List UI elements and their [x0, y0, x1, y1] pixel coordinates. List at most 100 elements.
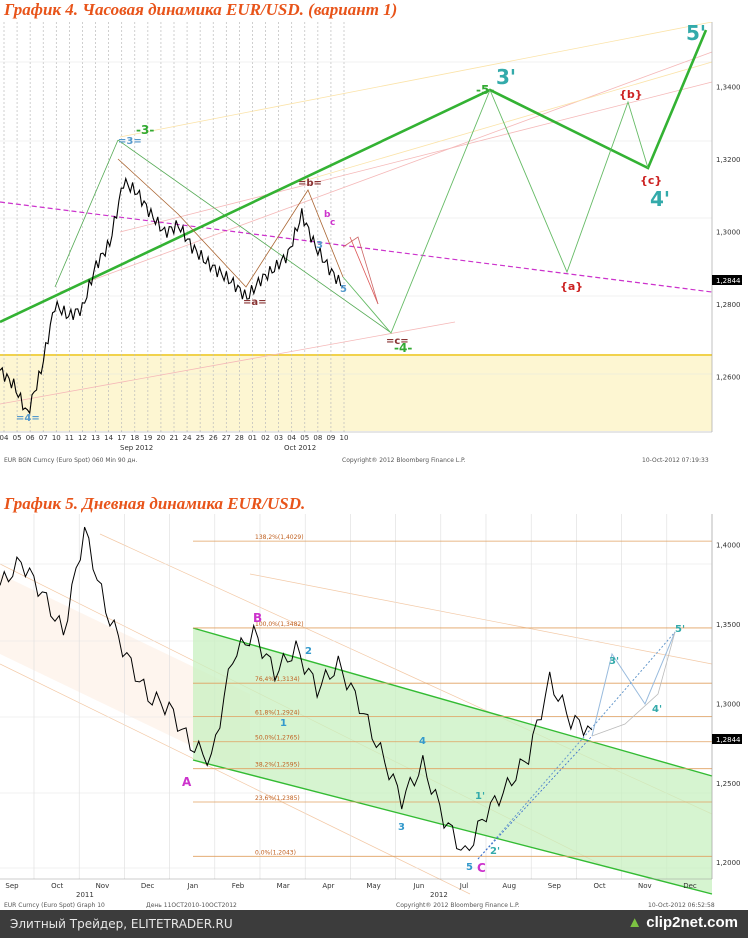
- x-tick-label: 05: [300, 434, 309, 442]
- clip2net-logo[interactable]: ▲ clip2net.com: [627, 914, 738, 931]
- y-tick-label: 1,3400: [716, 83, 741, 91]
- wave-label-small-c: c: [330, 218, 335, 228]
- y-tick-label: 1,2000: [716, 859, 741, 867]
- fib-label: 100,0%(1,3482): [255, 621, 304, 628]
- x-tick-label: 27: [222, 434, 231, 442]
- chart5-title: График 5. Дневная динамика EUR/USD.: [4, 494, 306, 513]
- wave-label-small-5: 5: [340, 284, 347, 295]
- x-tick-label: May: [366, 882, 380, 890]
- footer-right: 10-Oct-2012 07:19:33: [642, 457, 709, 464]
- footer-text: Элитный Трейдер, ELITETRADER.RU: [10, 917, 233, 931]
- x-tick-label: 08: [313, 434, 322, 442]
- price-series: [0, 526, 593, 852]
- wave-1prime: 1': [475, 791, 485, 802]
- label-A: A: [182, 775, 192, 789]
- wave-4prime: 4': [652, 704, 662, 715]
- x-tick-label: 13: [91, 434, 100, 442]
- wave-label-c: =c=: [386, 336, 409, 347]
- wave-label-b: =b=: [298, 178, 322, 189]
- footer-left: EUR BGN Curncy (Euro Spot) 060 Min 90 дн…: [4, 457, 137, 464]
- x-tick-label: Dec: [141, 882, 155, 890]
- x-tick-label: Feb: [232, 882, 245, 890]
- logo-text: clip2net.com: [646, 914, 738, 931]
- x-tick-label: Nov: [638, 882, 652, 890]
- x-tick-label: Nov: [96, 882, 110, 890]
- chart4-plot: 1,3400 1,3200 1,3000 1,2800 1,2600 1,2844 04…: [0, 22, 748, 470]
- y-tick-label: 1,2500: [716, 780, 741, 788]
- x-tick-label: Mar: [277, 882, 290, 890]
- y-tick-label: 1,2800: [716, 301, 741, 309]
- x-tick-label: Apr: [322, 882, 334, 890]
- wave-label-small-b: b: [324, 210, 331, 220]
- x-tick-label: Jul: [459, 882, 469, 890]
- site-footer: Элитный Трейдер, ELITETRADER.RU ▲ clip2n…: [0, 910, 748, 938]
- chart4-title: График 4. Часовая динамика EUR/USD. (вар…: [4, 0, 398, 19]
- x-tick-label: Aug: [502, 882, 516, 890]
- wave-2: 2: [305, 646, 312, 657]
- wave-label-c-bracket: {c}: [640, 174, 662, 187]
- y-tick-label: 1,3000: [716, 700, 741, 708]
- label-B: B: [253, 611, 262, 625]
- x-tick-label: 02: [261, 434, 270, 442]
- x-tick-label: 07: [39, 434, 48, 442]
- x-tick-label: 20: [156, 434, 165, 442]
- wave-2prime: 2': [490, 846, 500, 857]
- fib-label: 138,2%(1,4029): [255, 534, 304, 541]
- green-channel: [193, 628, 712, 894]
- x-group-label-oct: Oct 2012: [284, 444, 316, 452]
- wave-label-3b: =3=: [118, 136, 142, 147]
- x-group-label-sep: Sep 2012: [120, 444, 153, 452]
- x-tick-label: Oct: [594, 882, 606, 890]
- x-tick-label: 10: [340, 434, 349, 442]
- x-tick-label: 04: [0, 434, 9, 442]
- x-group-label-2011: 2011: [76, 891, 94, 899]
- footer-mid: Copyright® 2012 Bloomberg Finance L.P.: [342, 457, 466, 464]
- x-tick-label: Jun: [412, 882, 424, 890]
- wave-label-5: -5-: [476, 83, 494, 97]
- support-zone: [0, 355, 712, 431]
- x-tick-label: Sep: [548, 882, 562, 890]
- wave-1: 1: [280, 718, 287, 729]
- x-tick-label: 05: [13, 434, 22, 442]
- x-tick-label: 25: [196, 434, 205, 442]
- wave-5: 5: [466, 862, 473, 873]
- x-tick-label: Jan: [186, 882, 198, 890]
- y-tick-label: 1,2600: [716, 374, 741, 382]
- y-tick-label: 1,3200: [716, 156, 741, 164]
- x-tick-label: 12: [78, 434, 87, 442]
- x-tick-label: 19: [143, 434, 152, 442]
- wave-label-a: =a=: [243, 297, 267, 308]
- price-series: [0, 176, 344, 415]
- footer-left: EUR Curncy (Euro Spot) Graph 10: [4, 902, 105, 909]
- x-tick-label: 21: [170, 434, 179, 442]
- fib-label: 0,0%(1,2043): [255, 849, 296, 856]
- wave-label-4: =4=: [16, 413, 40, 424]
- x-tick-label: 17: [117, 434, 126, 442]
- wave-label-5prime: 5': [686, 22, 706, 45]
- x-tick-label: Sep: [5, 882, 19, 890]
- forecast-path: [342, 88, 649, 334]
- fib-label: 50,0%(1,2765): [255, 735, 300, 742]
- x-tick-label: 18: [130, 434, 139, 442]
- x-tick-label: 26: [209, 434, 218, 442]
- last-price-badge: [712, 275, 742, 285]
- x-tick-label: 24: [183, 434, 192, 442]
- last-price-label: 1,2844: [716, 736, 741, 744]
- x-tick-label: 14: [104, 434, 113, 442]
- wave-label-b-bracket: {b}: [619, 88, 643, 101]
- fib-label: 61,8%(1,2924): [255, 709, 300, 716]
- wave-label-3: -3-: [136, 123, 154, 137]
- y-tick-label: 1,3000: [716, 228, 741, 236]
- wave-4: 4: [419, 736, 426, 747]
- y-tick-label: 1,3500: [716, 621, 741, 629]
- wave-3: 3: [398, 822, 405, 833]
- fib-label: 76,4%(1,3134): [255, 676, 300, 683]
- wave-line: [0, 29, 708, 324]
- wave-3prime: 3': [609, 656, 619, 667]
- last-price-badge: [712, 734, 742, 744]
- wave-label-4prime: 4': [650, 187, 670, 211]
- x-tick-label: 04: [287, 434, 296, 442]
- footer-right: 10-Oct-2012 06:52:58: [648, 902, 715, 909]
- x-tick-label: 01: [248, 434, 257, 442]
- wave-label-a-bracket: {a}: [560, 280, 583, 293]
